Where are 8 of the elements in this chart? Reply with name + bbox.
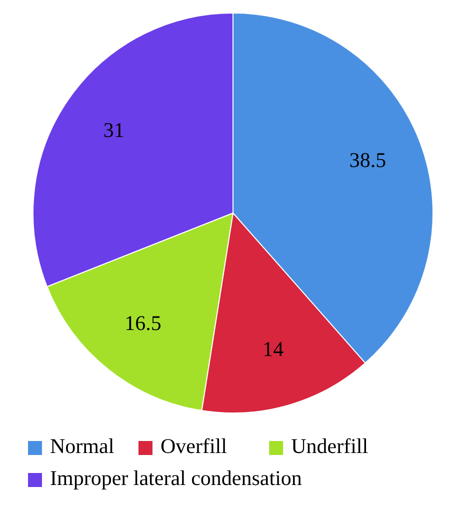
legend-label: Underfill xyxy=(291,434,368,458)
legend-label: Improper lateral condensation xyxy=(50,466,302,490)
data-label: 14 xyxy=(262,337,284,362)
data-label: 16.5 xyxy=(124,311,162,336)
data-label: 31 xyxy=(103,118,124,142)
legend-label: Normal xyxy=(50,434,114,458)
legend-label: Overfill xyxy=(160,434,228,458)
data-label: 38.5 xyxy=(349,148,386,172)
